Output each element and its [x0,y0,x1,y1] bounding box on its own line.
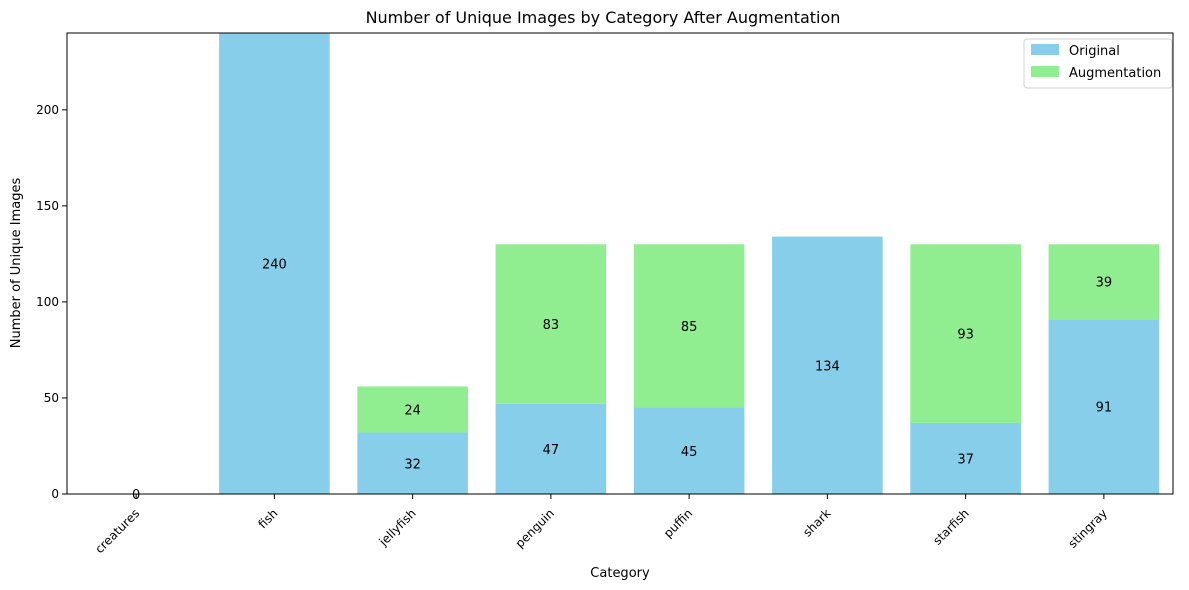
plot-area-frame [66,32,1174,495]
legend-label-original: Original [1069,44,1120,59]
y-tick-label-50: 50 [44,391,59,405]
x-tick-label-stingray: stingray [1066,506,1110,550]
bar-augmentation-penguin [495,244,607,404]
x-tick-label-fish: fish [255,506,280,531]
chart-title: Number of Unique Images by Category Afte… [366,8,841,27]
legend: Original Augmentation [1023,38,1173,89]
bar-original-puffin [633,407,745,494]
data-label-original-penguin: 47 [543,443,560,458]
bar-original-starfish [910,422,1021,494]
y-tick-label-100: 100 [36,295,59,309]
x-tick-label-shark: shark [800,506,833,539]
bar-original-stingray [1048,319,1160,494]
data-label-augmentation-stingray: 39 [1096,276,1113,291]
bar-augmentation-puffin [633,244,745,408]
data-label-original-stingray: 91 [1096,401,1113,416]
legend-frame [1023,38,1173,89]
y-axis-label: Number of Unique Images [9,178,24,349]
x-tick-label-starfish: starfish [930,506,971,547]
x-axis: creatures fish jellyfish penguin puffin shark… [92,494,1110,556]
legend-swatch-augmentation [1031,66,1059,77]
x-tick-label-penguin: penguin [513,506,557,550]
y-tick-label-0: 0 [51,487,59,501]
x-tick-label-puffin: puffin [661,506,695,540]
data-label-original-shark: 134 [815,359,840,374]
x-axis-label: Category [590,566,650,581]
y-tick-label-200: 200 [36,103,59,117]
bars-layer [219,33,1160,494]
data-label-augmentation-penguin: 83 [543,318,560,333]
bar-augmentation-jellyfish [357,386,468,433]
legend-label-augmentation: Augmentation [1069,66,1161,81]
data-label-original-fish: 240 [262,258,287,273]
bar-original-penguin [495,403,607,494]
bar-original-fish [219,33,330,494]
data-label-augmentation-jellyfish: 24 [404,403,421,418]
data-label-original-jellyfish: 32 [404,457,421,472]
data-label-augmentation-puffin: 85 [681,320,698,335]
legend-swatch-original [1031,44,1059,55]
data-label-augmentation-starfish: 93 [957,328,974,343]
y-tick-label-150: 150 [36,199,59,213]
bar-original-jellyfish [357,432,468,494]
bar-augmentation-stingray [1048,244,1160,320]
data-label-original-puffin: 45 [681,445,698,460]
x-tick-label-creatures: creatures [92,506,142,556]
data-label-original-starfish: 37 [957,452,974,467]
bar-original-shark [772,236,883,494]
x-tick-label-jellyfish: jellyfish [376,506,419,549]
bar-augmentation-starfish [910,244,1021,423]
y-axis: 0 50 100 150 200 [36,103,67,501]
